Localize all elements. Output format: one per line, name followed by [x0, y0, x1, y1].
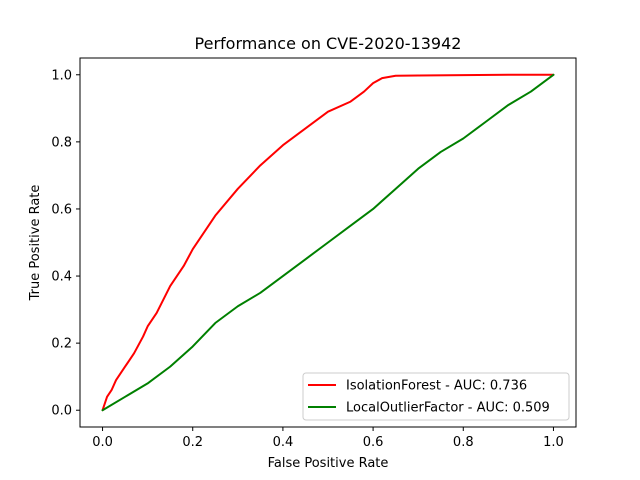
y-tick-label: 0.2: [51, 337, 72, 352]
series-line-localoutlierfactor: [101, 73, 555, 412]
plot-frame: [79, 57, 577, 428]
legend-label-isolationforest: IsolationForest - AUC: 0.736: [346, 379, 527, 394]
legend-label-localoutlierfactor: LocalOutlierFactor - AUC: 0.509: [346, 401, 550, 416]
x-tick-label: 0.2: [182, 435, 203, 450]
x-tick-label: 0.4: [273, 435, 294, 450]
y-tick-label: 0.4: [51, 270, 72, 285]
y-axis-label: True Positive Rate: [28, 185, 43, 302]
y-tick-label: 1.0: [51, 68, 72, 83]
y-tick-label: 0.6: [51, 202, 72, 217]
x-axis-label: False Positive Rate: [268, 456, 389, 471]
x-tick-label: 0.6: [363, 435, 384, 450]
x-axis-ticks: 0.0 0.2 0.4 0.6 0.8 1.0: [92, 427, 564, 450]
legend-box: [302, 372, 570, 421]
y-tick-label: 0.8: [51, 135, 72, 150]
x-tick-label: 0.0: [92, 435, 113, 450]
series-layer: [101, 73, 555, 412]
legend: IsolationForest - AUC: 0.736 LocalOutlie…: [302, 372, 570, 421]
y-axis-ticks: 0.0 0.2 0.4 0.6 0.8 1.0: [51, 68, 80, 419]
x-tick-label: 0.8: [453, 435, 474, 450]
series-line-isolationforest: [101, 73, 555, 412]
x-tick-label: 1.0: [543, 435, 564, 450]
y-tick-label: 0.0: [51, 404, 72, 419]
chart-title: Performance on CVE-2020-13942: [195, 34, 462, 53]
